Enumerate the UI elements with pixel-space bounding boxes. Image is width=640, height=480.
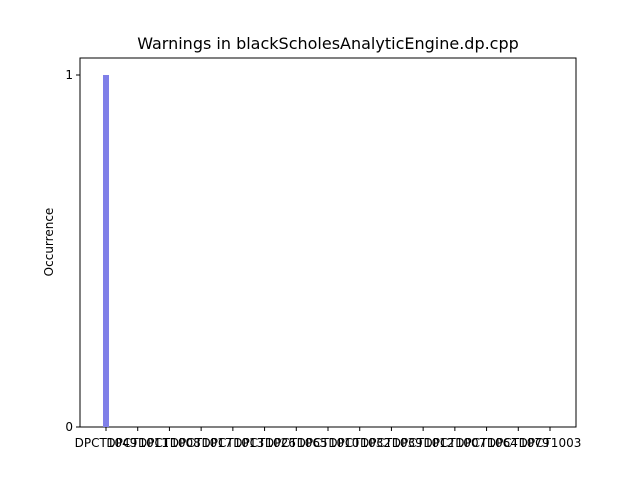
x-tick-label: DPCT1007 xyxy=(423,436,486,450)
x-ticks-group: DPCT1049DPCT1011DPCT1008DPCT1017DPCT1013… xyxy=(75,427,582,450)
bars-group xyxy=(103,75,109,427)
x-tick-label: DPCT1039 xyxy=(360,436,423,450)
x-tick-label: DPCT1010 xyxy=(297,436,360,450)
plot-area xyxy=(79,57,577,428)
x-tick-label: DPCT1011 xyxy=(106,436,169,450)
x-tick-label: DPCT1003 xyxy=(519,436,582,450)
x-tick-label: DPCT1026 xyxy=(233,436,296,450)
x-tick-label: DPCT1032 xyxy=(328,436,391,450)
y-tick-label: 0 xyxy=(65,420,73,434)
x-tick-label: DPCT1013 xyxy=(201,436,264,450)
y-tick-label: 1 xyxy=(65,68,73,82)
x-tick-label: DPCT1012 xyxy=(392,436,455,450)
x-tick-label: DPCT1017 xyxy=(170,436,233,450)
x-tick-label: DPCT1079 xyxy=(487,436,550,450)
bar-0 xyxy=(103,75,109,427)
x-tick-label: DPCT1008 xyxy=(138,436,201,450)
x-tick-label: DPCT1065 xyxy=(265,436,328,450)
x-tick-label: DPCT1049 xyxy=(75,436,138,450)
chart-title: Warnings in blackScholesAnalyticEngine.d… xyxy=(137,34,519,53)
x-tick-label: DPCT1064 xyxy=(455,436,518,450)
y-ticks-group: 01 xyxy=(65,68,80,434)
y-axis-label: Occurrence xyxy=(42,208,56,277)
